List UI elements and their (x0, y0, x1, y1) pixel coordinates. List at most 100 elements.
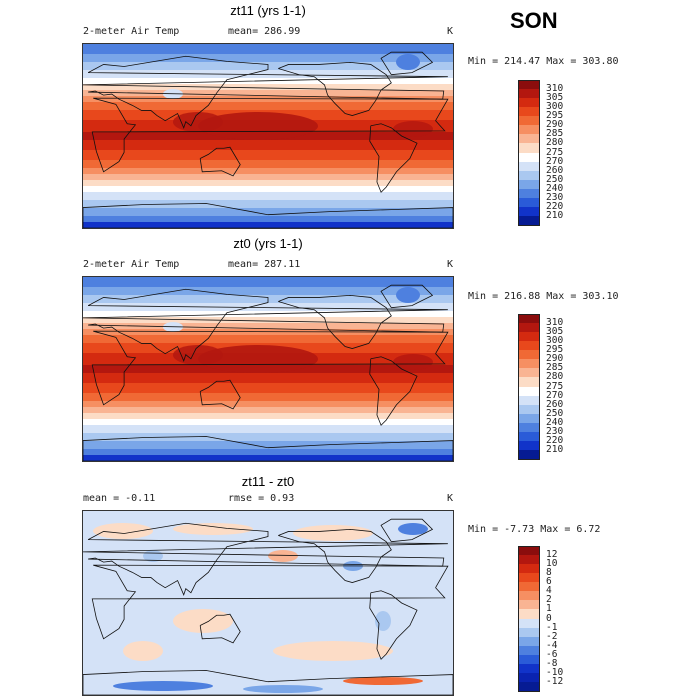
colorbar-swatch (518, 636, 540, 647)
colorbar-tick-label: 295 (546, 110, 564, 122)
colorbar-swatch (518, 143, 540, 153)
colorbar-tick-label: 240 (546, 416, 564, 428)
colorbar-tick-label: 300 (546, 335, 564, 347)
colorbar-swatch (518, 377, 540, 387)
colorbar-swatch (518, 125, 540, 135)
colorbar-swatch (518, 404, 540, 415)
colorbar-swatch (518, 573, 540, 583)
colorbar-swatch (518, 314, 540, 324)
panel-1-units: K (447, 26, 454, 37)
colorbar-swatch (518, 564, 540, 574)
colorbar-swatch (518, 582, 540, 592)
colorbar-tick-label: 230 (546, 191, 564, 203)
colorbar-tick-label: -10 (546, 666, 564, 678)
colorbar-tick-label: 220 (546, 434, 564, 446)
colorbar-tick-label: -8 (546, 657, 558, 669)
panel-2-minmax: Min = 216.88 Max = 303.10 (468, 291, 619, 302)
colorbar-tick-label: -12 (546, 675, 564, 687)
colorbar-tick-label: 300 (546, 101, 564, 113)
colorbar-swatch (518, 206, 540, 217)
colorbar-tick-label: 295 (546, 344, 564, 356)
colorbar-swatch (518, 431, 540, 442)
colorbar-tick-label: 6 (546, 576, 552, 588)
colorbar-tick-label: 12 (546, 549, 558, 561)
panel-2-mean-label: mean= 287.11 (228, 259, 301, 270)
colorbar-tick-label: 275 (546, 146, 564, 158)
colorbar-tick-label: 10 (546, 558, 558, 570)
panel-3-colorbar: 12 10 8 6 4 2 1 0 -1 -2 -4 -6 -8 -10 -12 (518, 546, 563, 692)
panel-2-units: K (447, 259, 454, 270)
panel-3-map (82, 510, 454, 696)
colorbar-swatch (518, 89, 540, 99)
colorbar-swatch (518, 359, 540, 369)
colorbar-tick-label: 4 (546, 585, 552, 597)
colorbar-tick-label: 2 (546, 594, 552, 606)
colorbar-swatch (518, 179, 540, 190)
colorbar-swatch (518, 681, 540, 692)
colorbar-swatch (518, 107, 540, 117)
panel-3-units: K (447, 493, 454, 504)
panel-1-map (82, 43, 454, 229)
colorbar-swatch (518, 627, 540, 638)
colorbar-tick-label: 275 (546, 380, 564, 392)
panel-3-map-plot (83, 511, 453, 695)
colorbar-tick-label: 285 (546, 128, 564, 140)
colorbar-swatch (518, 197, 540, 208)
colorbar-swatch (518, 609, 540, 619)
panel-2-map-plot (83, 277, 453, 461)
colorbar-tick-label: 260 (546, 164, 564, 176)
colorbar-swatch (518, 161, 540, 172)
colorbar-swatch (518, 332, 540, 342)
colorbar-tick-label: -4 (546, 639, 558, 651)
colorbar-tick-label: 250 (546, 407, 564, 419)
colorbar-swatch (518, 188, 540, 199)
colorbar-tick-label: 280 (546, 137, 564, 149)
panel-2-title: zt0 (yrs 1-1) (233, 236, 303, 251)
colorbar-tick-label: 210 (546, 209, 564, 221)
panel-3-rmse-label: rmse = 0.93 (228, 493, 295, 504)
colorbar-tick-label: 270 (546, 155, 564, 167)
panel-2-map (82, 276, 454, 462)
colorbar-swatch (518, 546, 540, 556)
colorbar-swatch (518, 413, 540, 424)
season-label: SON (510, 8, 558, 33)
colorbar-tick-label: 270 (546, 389, 564, 401)
colorbar-tick-label: -1 (546, 621, 558, 633)
colorbar-tick-label: 250 (546, 173, 564, 185)
panel-3-mean-label: mean = -0.11 (83, 493, 156, 504)
colorbar-swatch (518, 591, 540, 601)
colorbar-swatch (518, 422, 540, 433)
colorbar-swatch (518, 600, 540, 610)
colorbar-tick-label: -2 (546, 630, 558, 642)
colorbar-swatch (518, 341, 540, 351)
colorbar-tick-label: 310 (546, 317, 564, 329)
colorbar-swatch (518, 555, 540, 565)
colorbar-swatch (518, 386, 540, 397)
colorbar-tick-label: 290 (546, 353, 564, 365)
colorbar-tick-label: 0 (546, 612, 552, 624)
panel-1-title: zt11 (yrs 1-1) (230, 3, 306, 18)
colorbar-swatch (518, 672, 540, 683)
colorbar-swatch (518, 170, 540, 181)
colorbar-swatch (518, 116, 540, 126)
colorbar-swatch (518, 152, 540, 163)
colorbar-tick-label: 260 (546, 398, 564, 410)
colorbar-tick-label: 305 (546, 92, 564, 104)
panel-2-colorbar: 310 305 300 295 290 285 280 275 270 260 250 240 230 2… (518, 314, 563, 460)
colorbar-swatch (518, 618, 540, 629)
colorbar-swatch (518, 98, 540, 108)
colorbar-tick-label: 1 (546, 603, 552, 615)
panel-1-map-plot (83, 44, 453, 228)
colorbar-tick-label: 305 (546, 326, 564, 338)
colorbar-swatch (518, 368, 540, 378)
colorbar-swatch (518, 134, 540, 144)
panel-1-colorbar: 310 305 300 295 290 285 280 275 270 260 250 240 230 2… (518, 80, 563, 226)
colorbar-swatch (518, 449, 540, 460)
colorbar-swatch (518, 395, 540, 406)
colorbar-swatch (518, 645, 540, 656)
colorbar-swatch (518, 215, 540, 226)
colorbar-tick-label: -6 (546, 648, 558, 660)
colorbar-swatch (518, 323, 540, 333)
colorbar-tick-label: 220 (546, 200, 564, 212)
panel-1-mean-label: mean= 286.99 (228, 26, 301, 37)
